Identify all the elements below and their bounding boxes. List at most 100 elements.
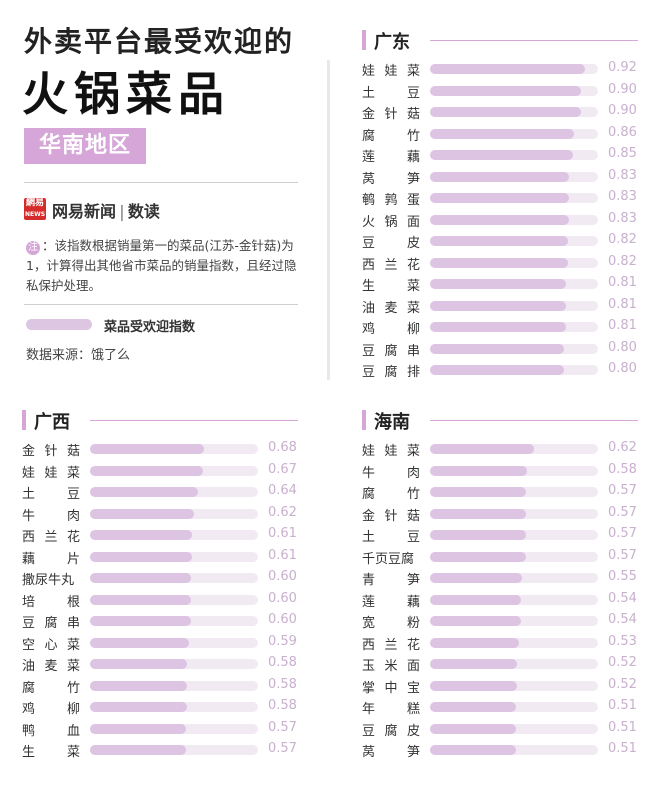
bar-row: 油麦菜 0.81 [362, 295, 660, 316]
panel-marker [362, 410, 366, 430]
category-label: 撒尿牛丸 [22, 573, 75, 588]
bar-track [430, 343, 598, 354]
value-label: 0.67 [268, 461, 297, 477]
bar-row: 撒尿牛丸 0.60 [22, 567, 322, 588]
value-label: 0.53 [608, 633, 637, 649]
category-label: 藕片 [22, 551, 80, 567]
bar [430, 487, 526, 497]
legend-swatch [26, 319, 92, 330]
bar [430, 300, 567, 311]
bar [90, 487, 198, 497]
bar-row: 土豆 0.90 [362, 80, 660, 101]
bar-track [90, 444, 258, 454]
value-label: 0.59 [268, 633, 297, 649]
bar-row: 腐竹 0.86 [362, 123, 660, 144]
bar [430, 551, 526, 562]
bar-row: 鸭血 0.57 [22, 718, 322, 739]
value-label: 0.51 [608, 698, 637, 713]
category-label: 莲藕 [362, 594, 420, 610]
value-label: 0.60 [268, 569, 297, 584]
bar [430, 637, 520, 648]
category-label: 金针菇 [362, 508, 420, 524]
bar-track [430, 594, 598, 605]
bar-row: 鹌鹑蛋 0.83 [362, 187, 660, 208]
bar-track [430, 150, 598, 160]
panel-header: 广西 [22, 406, 302, 433]
value-label: 0.54 [608, 612, 637, 627]
category-label: 牛肉 [362, 465, 420, 481]
bar-track [430, 236, 598, 246]
bar-row: 掌中宝 0.52 [362, 675, 660, 696]
panel-guangdong: 广东 娃娃菜 0.92 土豆 0.90 金针菇 0.90 腐竹 0.86 莲藕 0.85 莴笋 0.8… [362, 26, 642, 380]
bar [430, 680, 518, 691]
bar [90, 680, 188, 691]
bar [90, 530, 193, 540]
value-label: 0.60 [268, 612, 297, 627]
bar [430, 279, 567, 289]
bar-row: 腐竹 0.58 [22, 675, 322, 696]
value-label: 0.57 [608, 526, 637, 541]
panel-rule [430, 420, 638, 421]
bar-track [90, 659, 258, 669]
bar-track [430, 702, 598, 712]
category-label: 豆腐排 [362, 365, 420, 380]
category-label: 金针菇 [22, 444, 80, 459]
category-label: 豆腐串 [362, 343, 420, 359]
bar-row: 西兰花 0.82 [362, 252, 660, 273]
category-label: 金针菇 [362, 107, 420, 122]
value-label: 0.81 [608, 296, 637, 312]
bar-track [90, 530, 258, 540]
bar [430, 214, 570, 225]
value-label: 0.82 [608, 232, 637, 247]
category-label: 腐竹 [22, 680, 80, 696]
category-label: 空心菜 [22, 637, 80, 653]
category-label: 娃娃菜 [22, 465, 80, 481]
bar-track [430, 616, 598, 626]
bar-track [430, 745, 598, 755]
value-label: 0.54 [608, 590, 637, 606]
bar [90, 594, 191, 605]
value-label: 0.62 [268, 504, 297, 520]
bar-track [430, 257, 598, 268]
bar-row: 培根 0.60 [22, 589, 322, 610]
bar-track [430, 300, 598, 311]
bar-track [430, 637, 598, 648]
bar-track [430, 530, 598, 540]
bar-track [430, 128, 598, 139]
netease-logo-icon: 網易 NEWS [24, 198, 46, 220]
panel-guangxi: 广西 金针菇 0.68 娃娃菜 0.67 土豆 0.64 牛肉 0.62 西兰花 0.61 藕片 0.… [22, 406, 302, 760]
divider-bottom [24, 304, 298, 305]
panel-header: 广东 [362, 26, 642, 53]
category-label: 火锅面 [362, 214, 420, 230]
bar-row: 宽粉 0.54 [362, 610, 660, 631]
bar [430, 745, 516, 755]
category-label: 掌中宝 [362, 680, 420, 696]
bar-track [90, 465, 258, 476]
panel-rule [430, 40, 638, 41]
value-label: 0.52 [608, 676, 637, 692]
region-tag: 华南地区 [24, 128, 146, 164]
bar [430, 616, 521, 626]
bar-row: 空心菜 0.59 [22, 632, 322, 653]
category-label: 土豆 [362, 85, 420, 101]
data-source: 数据来源：饿了么 [26, 348, 131, 363]
value-label: 0.90 [608, 103, 637, 118]
bar [90, 745, 186, 755]
note-text: ：该指数根据销量第一的菜品(江苏-金针菇)为1，计算得出其他省市菜品的销量指数，… [26, 238, 297, 293]
value-label: 0.52 [608, 655, 637, 670]
bar-track [90, 745, 258, 755]
value-label: 0.55 [608, 569, 637, 584]
bar [430, 530, 526, 540]
panel-header: 海南 [362, 406, 642, 433]
panel-marker [22, 410, 26, 430]
bar-row: 莲藕 0.85 [362, 144, 660, 165]
value-label: 0.81 [608, 318, 637, 333]
bar [90, 508, 195, 519]
value-label: 0.51 [608, 741, 637, 756]
bar-track [430, 487, 598, 497]
bar-row: 藕片 0.61 [22, 546, 322, 567]
bar-track [430, 171, 598, 182]
bar-row: 豆腐排 0.80 [362, 359, 660, 380]
bar [430, 64, 585, 74]
bar [430, 594, 521, 605]
